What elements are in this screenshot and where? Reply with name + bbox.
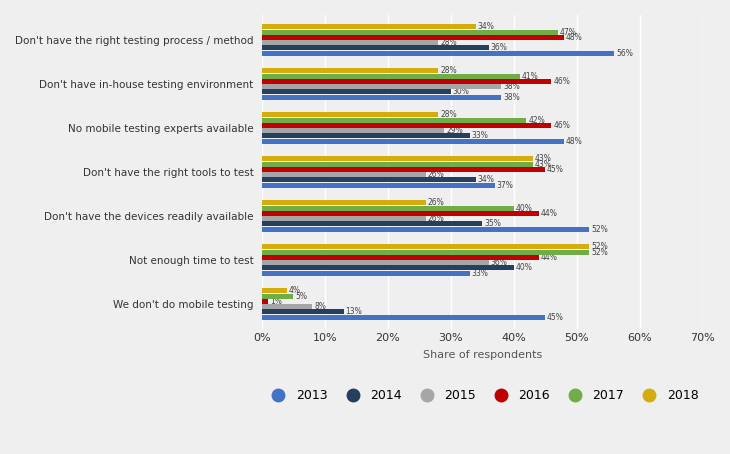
Bar (262, 271, 469, 276)
Text: 28%: 28% (440, 110, 457, 119)
Bar (262, 138, 564, 143)
Text: 28%: 28% (440, 38, 457, 47)
Bar (262, 79, 551, 84)
Bar (262, 206, 514, 211)
Bar (262, 118, 526, 123)
Bar (262, 84, 501, 89)
Text: 36%: 36% (491, 258, 507, 267)
Text: 46%: 46% (553, 77, 570, 86)
Bar (262, 30, 558, 35)
Bar (262, 211, 539, 216)
Text: 46%: 46% (553, 121, 570, 130)
Text: 44%: 44% (541, 209, 558, 218)
Text: 45%: 45% (547, 313, 564, 322)
Bar (262, 162, 533, 167)
Text: 52%: 52% (591, 225, 608, 234)
Bar (262, 260, 488, 265)
Bar (262, 250, 589, 255)
Bar (262, 51, 615, 56)
Bar (262, 45, 488, 50)
Bar (262, 255, 539, 260)
Bar (262, 222, 483, 227)
Text: 5%: 5% (295, 291, 307, 301)
Bar (262, 128, 445, 133)
Bar (262, 35, 564, 40)
Text: 28%: 28% (440, 66, 457, 75)
Bar (262, 266, 514, 271)
Text: 8%: 8% (314, 302, 326, 311)
Bar (262, 89, 450, 94)
Bar (262, 216, 426, 221)
Text: 36%: 36% (491, 44, 507, 52)
Bar (262, 123, 551, 128)
Text: 13%: 13% (345, 307, 362, 316)
Bar (262, 244, 589, 249)
Text: 26%: 26% (428, 214, 444, 223)
Text: 38%: 38% (503, 93, 520, 102)
Bar (262, 315, 545, 320)
Bar (262, 227, 589, 232)
Text: 29%: 29% (446, 126, 463, 135)
Bar (262, 310, 344, 315)
Bar (262, 294, 293, 299)
Text: 41%: 41% (522, 72, 539, 81)
Text: 47%: 47% (560, 28, 577, 37)
Text: 34%: 34% (478, 22, 495, 31)
Text: 45%: 45% (547, 165, 564, 174)
Text: 40%: 40% (515, 263, 532, 272)
Text: 48%: 48% (566, 33, 583, 42)
Bar (262, 167, 545, 172)
Legend: 2013, 2014, 2015, 2016, 2017, 2018: 2013, 2014, 2015, 2016, 2017, 2018 (262, 385, 702, 406)
Bar (262, 200, 426, 205)
Bar (262, 69, 438, 74)
Bar (262, 299, 268, 304)
Bar (262, 25, 476, 30)
Text: 30%: 30% (453, 87, 469, 96)
Text: 1%: 1% (270, 297, 282, 306)
Bar (262, 288, 287, 293)
Text: 26%: 26% (428, 198, 444, 207)
Text: 26%: 26% (428, 170, 444, 179)
Text: 56%: 56% (616, 49, 633, 58)
Text: 52%: 52% (591, 248, 608, 257)
Bar (262, 304, 312, 309)
Text: 38%: 38% (503, 82, 520, 91)
X-axis label: Share of respondents: Share of respondents (423, 350, 542, 360)
Bar (262, 94, 501, 99)
Bar (262, 183, 495, 188)
Text: 34%: 34% (478, 175, 495, 184)
Bar (262, 157, 533, 162)
Bar (262, 133, 469, 138)
Text: 4%: 4% (289, 286, 301, 296)
Text: 35%: 35% (484, 219, 501, 228)
Text: 48%: 48% (566, 137, 583, 146)
Text: 33%: 33% (472, 269, 488, 278)
Text: 43%: 43% (534, 160, 551, 169)
Bar (262, 113, 438, 118)
Text: 33%: 33% (472, 131, 488, 140)
Text: 40%: 40% (515, 204, 532, 212)
Text: 44%: 44% (541, 253, 558, 262)
Bar (262, 178, 476, 183)
Bar (262, 172, 426, 177)
Text: 42%: 42% (529, 116, 545, 125)
Bar (262, 74, 520, 79)
Text: 37%: 37% (496, 181, 514, 190)
Bar (262, 40, 438, 45)
Text: 52%: 52% (591, 242, 608, 252)
Text: 43%: 43% (534, 154, 551, 163)
